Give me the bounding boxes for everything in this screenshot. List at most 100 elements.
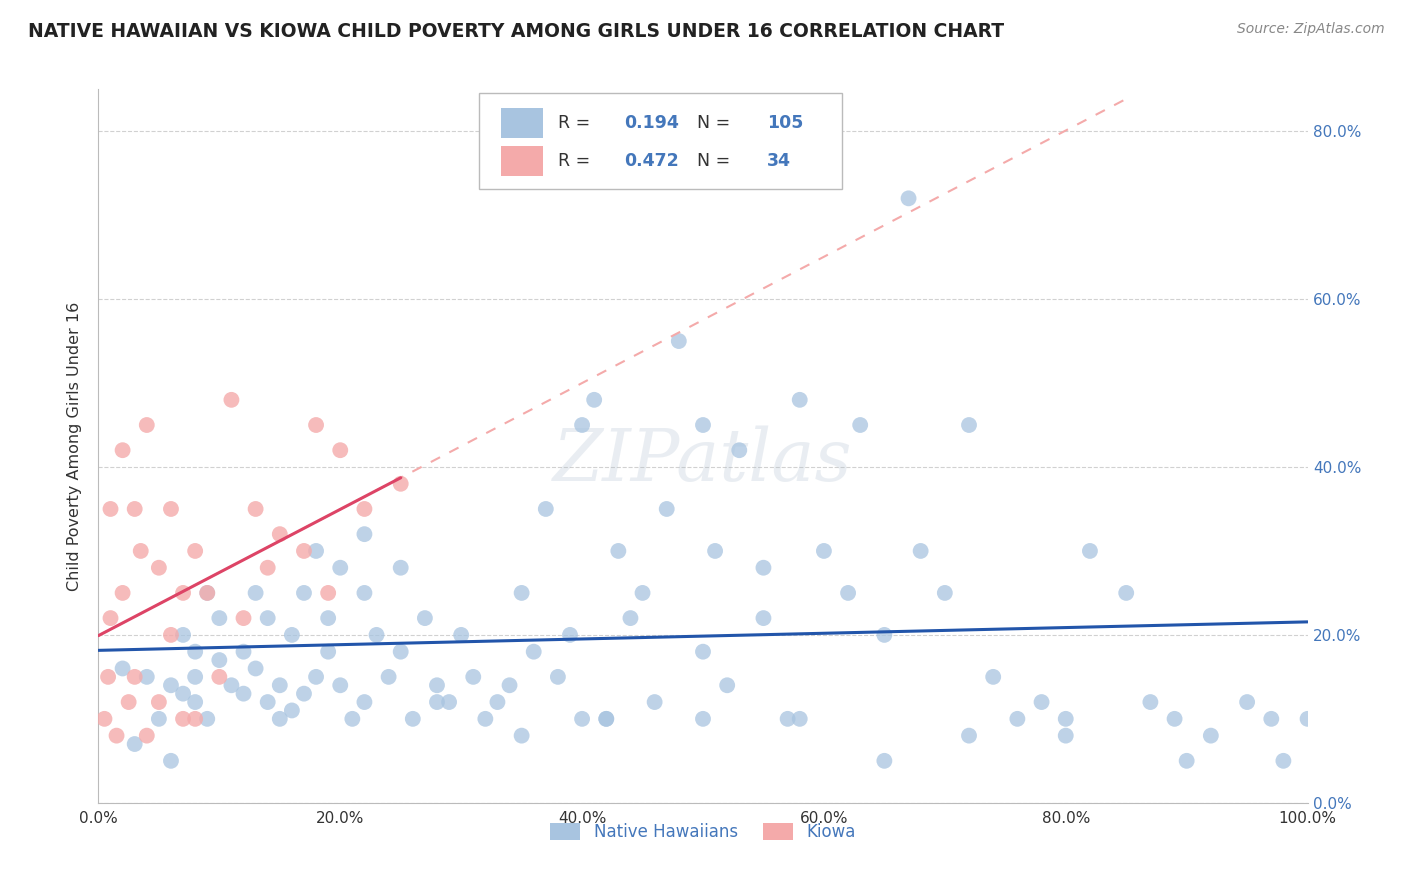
Point — [184, 544, 207, 558]
Point — [100, 611, 122, 625]
Point — [389, 645, 412, 659]
Point — [1296, 712, 1319, 726]
Point — [752, 611, 775, 625]
Point — [437, 695, 460, 709]
Point — [281, 628, 304, 642]
Point — [897, 191, 920, 205]
Point — [873, 628, 896, 642]
Point — [221, 678, 243, 692]
Point — [316, 611, 339, 625]
Legend: Native Hawaiians, Kiowa: Native Hawaiians, Kiowa — [544, 816, 862, 848]
Point — [1272, 754, 1295, 768]
Point — [148, 712, 170, 726]
Point — [342, 712, 364, 726]
Point — [523, 645, 546, 659]
Point — [910, 544, 932, 558]
Point — [184, 695, 207, 709]
Point — [184, 670, 207, 684]
Point — [269, 712, 291, 726]
Point — [269, 678, 291, 692]
Point — [510, 586, 533, 600]
Point — [232, 687, 254, 701]
Text: 0.194: 0.194 — [624, 114, 679, 132]
Point — [281, 703, 304, 717]
Point — [377, 670, 399, 684]
Text: NATIVE HAWAIIAN VS KIOWA CHILD POVERTY AMONG GIRLS UNDER 16 CORRELATION CHART: NATIVE HAWAIIAN VS KIOWA CHILD POVERTY A… — [28, 22, 1004, 41]
Point — [353, 586, 375, 600]
Point — [547, 670, 569, 684]
Point — [704, 544, 727, 558]
Point — [607, 544, 630, 558]
Point — [389, 476, 412, 491]
Point — [957, 729, 980, 743]
Point — [148, 560, 170, 574]
Point — [510, 729, 533, 743]
Point — [184, 712, 207, 726]
Point — [160, 754, 183, 768]
Point — [498, 678, 520, 692]
Point — [135, 417, 157, 432]
Point — [269, 527, 291, 541]
Point — [668, 334, 690, 348]
Point — [135, 670, 157, 684]
Point — [305, 670, 328, 684]
Point — [366, 628, 388, 642]
Point — [426, 678, 449, 692]
Point — [692, 712, 714, 726]
Point — [292, 586, 315, 600]
Point — [256, 695, 278, 709]
Point — [1115, 586, 1137, 600]
Point — [873, 754, 896, 768]
Point — [172, 712, 194, 726]
Point — [813, 544, 835, 558]
Point — [353, 527, 375, 541]
Point — [692, 417, 714, 432]
Point — [292, 687, 315, 701]
Point — [97, 670, 120, 684]
Point — [619, 611, 641, 625]
Point — [172, 628, 194, 642]
Point — [245, 586, 267, 600]
Point — [644, 695, 666, 709]
Point — [1163, 712, 1185, 726]
Point — [1139, 695, 1161, 709]
Point — [195, 712, 218, 726]
Point — [111, 586, 134, 600]
Point — [305, 417, 328, 432]
Bar — [501, 108, 543, 137]
Point — [558, 628, 581, 642]
Point — [256, 611, 278, 625]
Point — [160, 502, 183, 516]
Point — [105, 729, 128, 743]
FancyBboxPatch shape — [479, 93, 842, 189]
Point — [305, 544, 328, 558]
Text: R =: R = — [558, 114, 596, 132]
Point — [595, 712, 617, 726]
Point — [124, 737, 146, 751]
Point — [1007, 712, 1029, 726]
Point — [534, 502, 557, 516]
Point — [316, 586, 339, 600]
Point — [329, 443, 352, 458]
Point — [450, 628, 472, 642]
Point — [1260, 712, 1282, 726]
Point — [849, 417, 872, 432]
Point — [93, 712, 115, 726]
Point — [474, 712, 496, 726]
Text: ZIPatlas: ZIPatlas — [553, 425, 853, 496]
Point — [172, 586, 194, 600]
Point — [208, 653, 231, 667]
Point — [353, 695, 375, 709]
Point — [135, 729, 157, 743]
Point — [245, 661, 267, 675]
Point — [1236, 695, 1258, 709]
Point — [245, 502, 267, 516]
Point — [172, 687, 194, 701]
Point — [631, 586, 654, 600]
Point — [1054, 729, 1077, 743]
Bar — [501, 146, 543, 177]
Point — [571, 417, 593, 432]
Point — [195, 586, 218, 600]
Point — [232, 611, 254, 625]
Point — [221, 392, 243, 407]
